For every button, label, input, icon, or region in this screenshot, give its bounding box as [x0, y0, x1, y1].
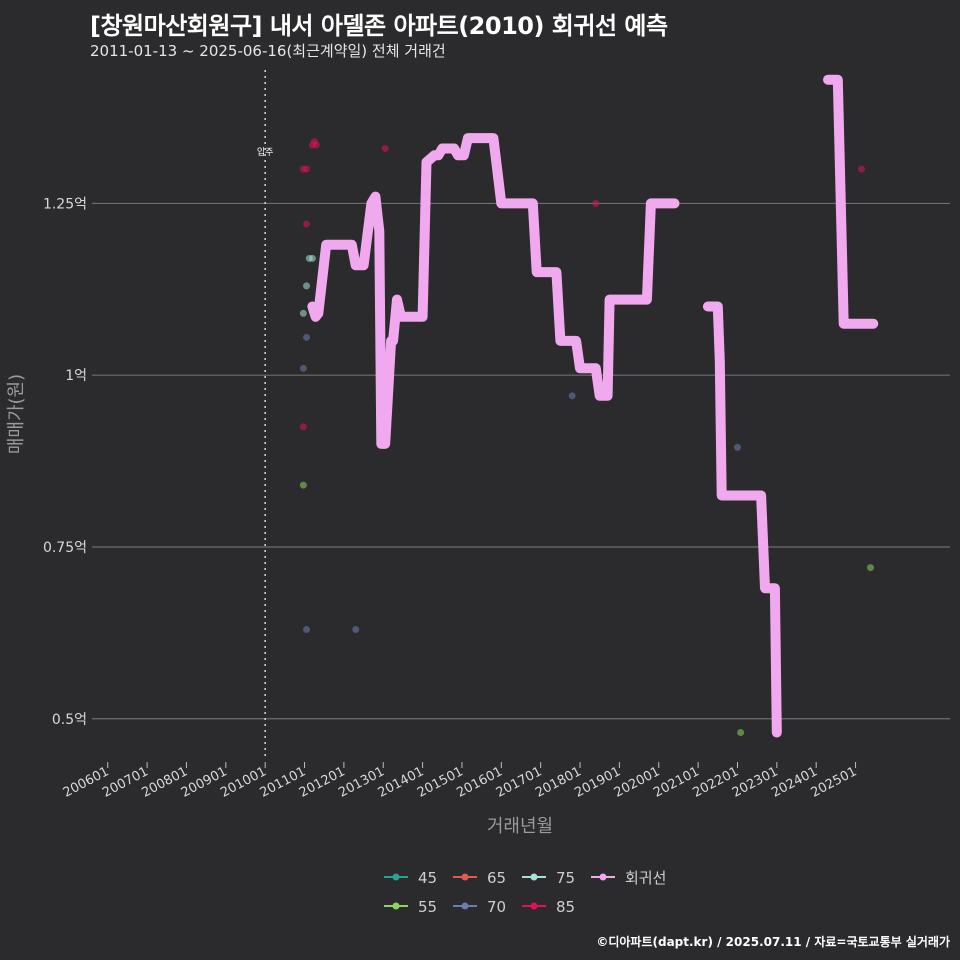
legend-key-dot: [530, 902, 538, 910]
legend-key-dot: [392, 873, 400, 881]
data-point-70: [352, 625, 360, 633]
regression-segment: [702, 301, 782, 738]
data-point-55: [737, 729, 745, 737]
data-point-75: [308, 254, 316, 262]
data-point-55: [299, 481, 307, 489]
legend-label: 75: [556, 869, 575, 887]
y-tick-label: 1.25억: [43, 196, 87, 212]
legend-key-dot: [599, 873, 607, 881]
data-point-70: [568, 392, 576, 400]
y-axis-ticks: 0.5억 0.75억 1억 1.25억: [43, 196, 87, 727]
data-point-85: [857, 165, 865, 173]
legend-label: 65: [487, 869, 506, 887]
move-in-label: 입주: [257, 146, 274, 158]
y-tick-label: 0.5억: [52, 712, 87, 728]
regression-line: [307, 74, 879, 738]
data-point-70: [303, 625, 310, 633]
data-point-85: [299, 423, 307, 431]
data-point-85: [592, 199, 600, 207]
grid-lines: [92, 202, 950, 720]
regression-segment: [823, 74, 879, 329]
legend-key-dot: [461, 873, 469, 881]
data-point-75: [303, 282, 310, 290]
legend-label: 회귀선: [625, 869, 666, 887]
legend-key-dot: [530, 873, 538, 881]
data-point-85: [312, 141, 320, 149]
legend-key-dot: [461, 902, 469, 910]
y-tick-label: 1억: [65, 368, 87, 384]
x-axis-label: 거래년월: [487, 816, 553, 837]
legend: 45 55 65 70 75 85 회귀선: [384, 869, 666, 916]
y-tick-label: 0.75억: [43, 540, 87, 556]
data-point-75: [299, 309, 307, 317]
legend-label: 45: [418, 869, 437, 887]
legend-label: 55: [418, 898, 437, 916]
chart-title: [창원마산회원구] 내서 아델존 아파트(2010) 회귀선 예측: [90, 12, 668, 40]
x-tick-label: 202501: [809, 764, 860, 801]
data-point-55: [866, 564, 874, 572]
legend-key-dot: [392, 902, 400, 910]
data-point-70: [303, 333, 310, 341]
legend-label: 85: [556, 898, 575, 916]
chart-subtitle: 2011-01-13 ~ 2025-06-16(최근계약일) 전체 거래건: [90, 42, 446, 60]
regression-segment: [307, 133, 680, 449]
x-axis-ticks: 2006012007012008012009012010012011012012…: [61, 762, 860, 801]
y-axis-label: 매매가(원): [6, 374, 27, 454]
data-point-85: [303, 165, 310, 173]
data-point-70: [733, 443, 741, 451]
legend-label: 70: [487, 898, 506, 916]
data-point-85: [303, 220, 310, 228]
data-point-85: [381, 144, 389, 152]
move-in-marker: 입주: [257, 70, 274, 760]
data-point-70: [299, 364, 307, 372]
source-credit: ©디아파트(dapt.kr) / 2025.07.11 / 자료=국토교통부 실…: [596, 935, 950, 949]
